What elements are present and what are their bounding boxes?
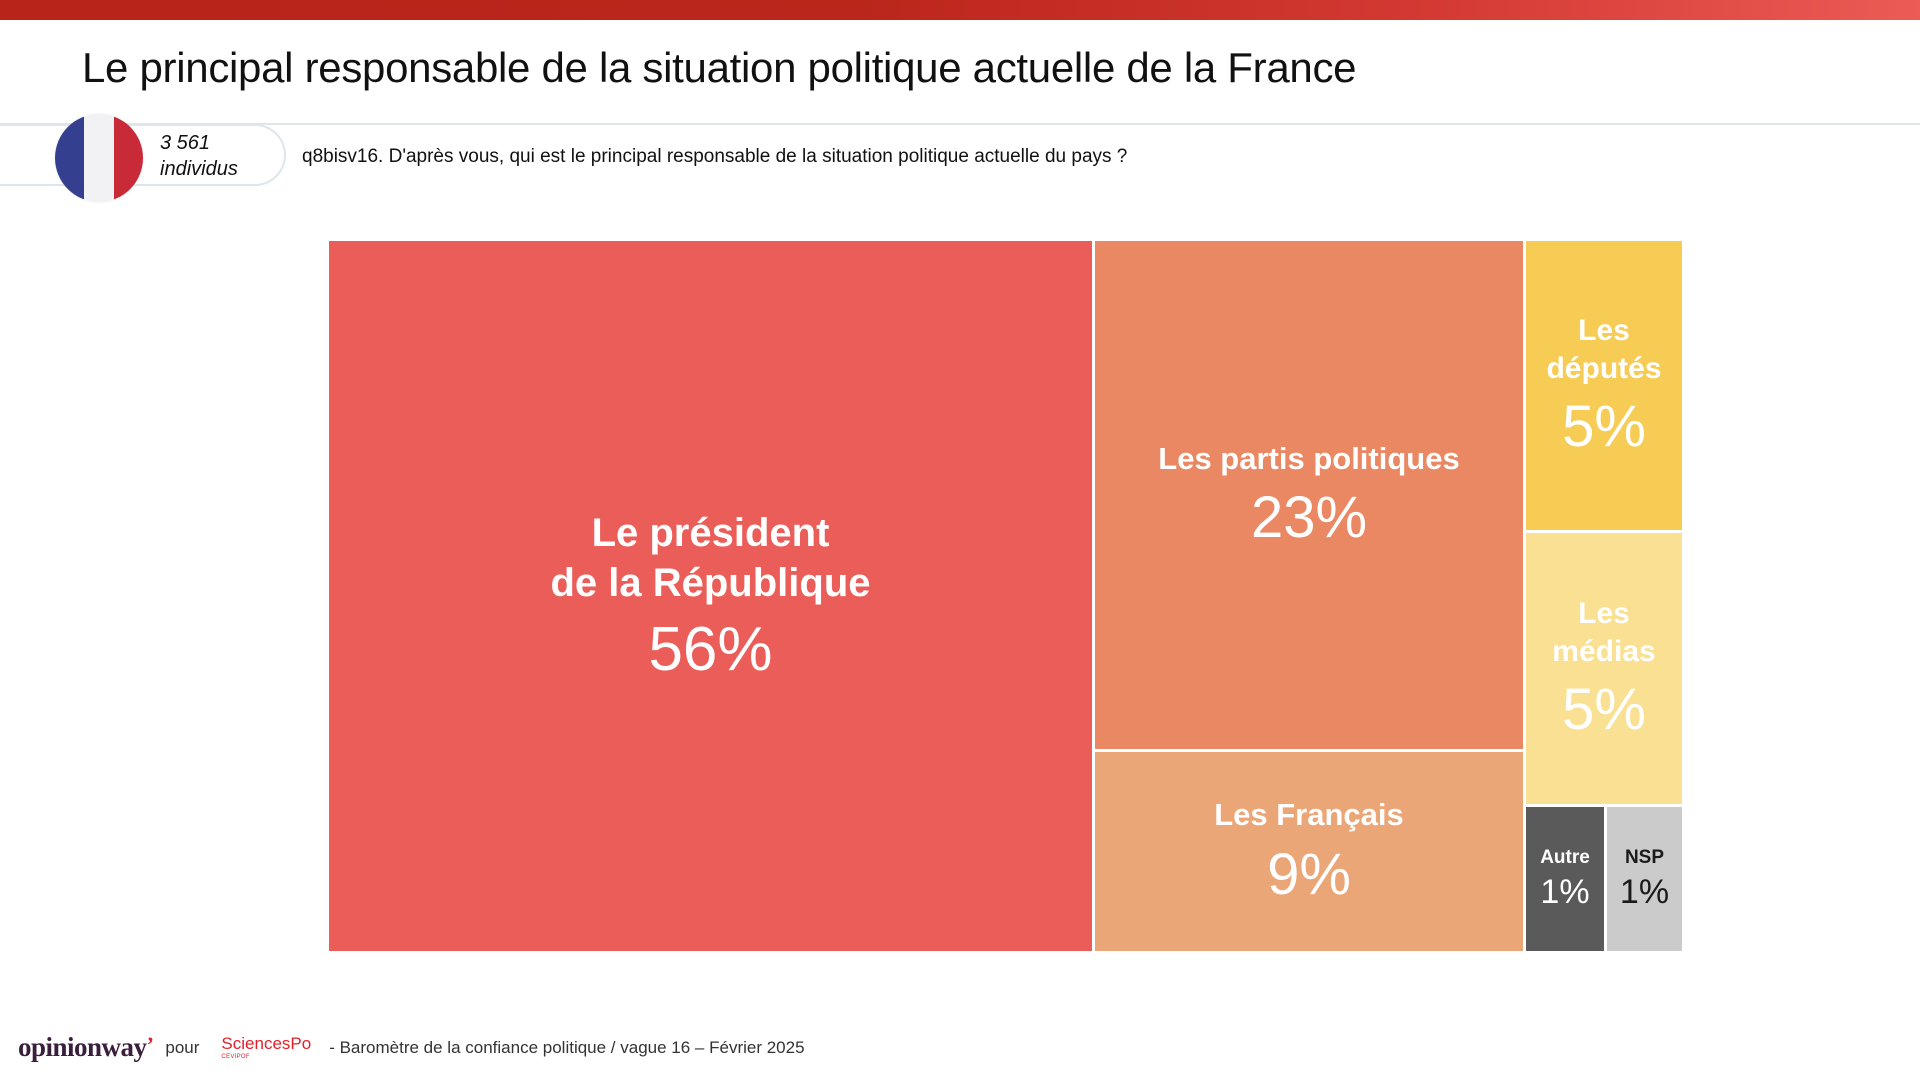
treemap-label-medias: médias (1552, 634, 1656, 668)
treemap-value-autre: 1% (1540, 873, 1590, 912)
sample-unit: individus (160, 158, 238, 180)
sample-count: 3 561 (160, 132, 211, 154)
header-divider (0, 123, 1920, 125)
treemap-value-francais: 9% (1267, 841, 1351, 907)
top-accent-bar (0, 0, 1920, 20)
treemap-cell-nsp: NSP 1% (1607, 807, 1682, 951)
treemap-cell-president: Le président de la République 56% (329, 241, 1092, 951)
treemap-label-francais: Les Français (1214, 797, 1404, 833)
opinionway-logo: opinionway’ (18, 1032, 154, 1063)
page-title: Le principal responsable de la situation… (82, 44, 1357, 91)
treemap-label-deputes: députés (1546, 351, 1662, 385)
treemap-cell-autre: Autre 1% (1526, 807, 1604, 951)
opinionway-logo-text: opinionway (18, 1032, 147, 1062)
sample-size-pill (0, 124, 286, 186)
sciencespo-logo: SciencesPo CEVIPOF (221, 1035, 311, 1060)
treemap-cell-deputes: Les députés 5% (1526, 241, 1682, 530)
treemap-value-president: 56% (648, 614, 773, 684)
treemap-cell-partis: Les partis politiques 23% (1095, 241, 1523, 749)
treemap-value-nsp: 1% (1619, 873, 1670, 912)
treemap-value-medias: 5% (1562, 677, 1646, 743)
question-text: q8bisv16. D'après vous, qui est le princ… (302, 146, 1128, 167)
footer-pour: pour (165, 1037, 200, 1057)
footer-source: - Baromètre de la confiance politique / … (329, 1037, 805, 1057)
treemap-label-nsp: NSP (1624, 847, 1665, 869)
cevipof-text: CEVIPOF (221, 1054, 250, 1060)
treemap-label-president: de la République (550, 560, 871, 605)
treemap-label-autre: Autre (1540, 847, 1590, 869)
treemap-value-partis: 23% (1250, 485, 1368, 551)
treemap-cell-francais: Les Français 9% (1095, 752, 1523, 951)
opinionway-logo-mark: ’ (146, 1032, 154, 1057)
sample-size: 3 561 individus (160, 130, 238, 182)
flag-stripe-white (84, 114, 114, 202)
footer: opinionway’ pour SciencesPo CEVIPOF - Ba… (18, 1032, 805, 1063)
treemap-label-partis: Les partis politiques (1158, 440, 1460, 476)
treemap-label-deputes: Les (1578, 314, 1630, 348)
treemap-label-president: Le président (591, 510, 830, 555)
treemap-value-deputes: 5% (1562, 394, 1646, 460)
treemap-cell-medias: Les médias 5% (1526, 533, 1682, 804)
treemap-label-medias: Les (1578, 597, 1630, 631)
sciencespo-logo-text: SciencesPo (221, 1034, 312, 1053)
